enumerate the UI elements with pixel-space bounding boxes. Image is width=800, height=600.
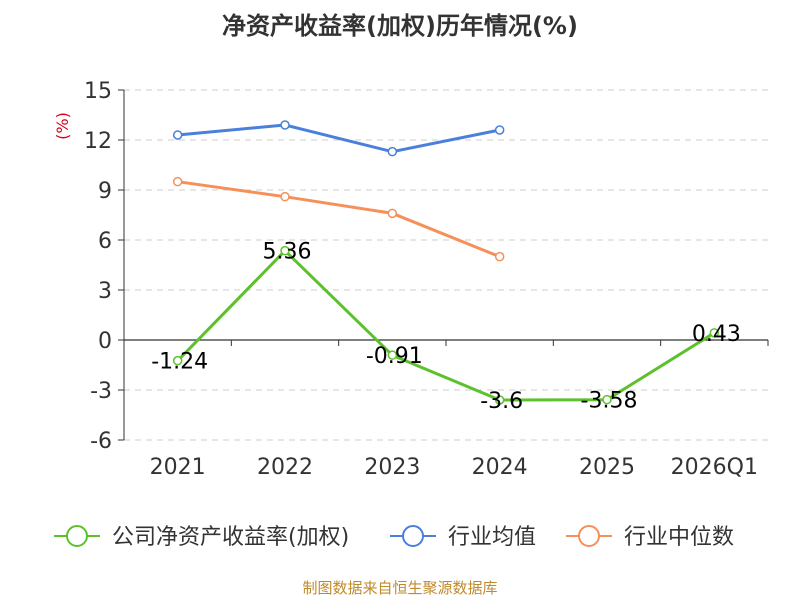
x-tick-label: 2021: [150, 455, 206, 480]
legend: 公司净资产收益率(加权) 行业均值 行业中位数: [54, 525, 734, 550]
series-point-1: [494, 125, 505, 135]
x-tick-label: 2023: [364, 455, 420, 480]
x-tick-label: 2024: [472, 455, 528, 480]
source-note: 制图数据来自恒生聚源数据库: [302, 579, 497, 597]
legend-marker: [66, 525, 88, 547]
data-label: -0.91: [366, 344, 423, 369]
series-point-2: [387, 208, 398, 219]
series-line-2: [177, 180, 501, 259]
series-line-1: [177, 123, 500, 154]
y-tick-label: 12: [84, 129, 112, 154]
series-point-2: [172, 176, 183, 187]
x-tick-label: 2026Q1: [671, 455, 758, 480]
legend-label: 行业中位数: [624, 525, 734, 550]
series-point-1: [280, 120, 290, 130]
legend-marker: [402, 525, 424, 547]
legend-label: 公司净资产收益率(加权): [112, 525, 349, 550]
series-point-2: [494, 251, 505, 262]
series: [172, 120, 720, 405]
data-label: 0.43: [692, 322, 741, 347]
y-tick-label: 3: [98, 279, 112, 304]
data-label: -3.6: [480, 389, 523, 414]
series-point-1: [387, 146, 398, 157]
legend-marker: [578, 525, 600, 547]
series-point-0: [709, 328, 720, 338]
y-tick-label: 15: [84, 79, 112, 104]
grid: [124, 89, 768, 441]
series-point-0: [387, 350, 398, 360]
legend-label: 行业均值: [448, 525, 536, 550]
series-point-0: [280, 245, 290, 256]
y-tick-label: -3: [90, 379, 112, 404]
series-point-0: [494, 395, 505, 405]
x-tick-label: 2025: [579, 455, 635, 480]
axes: 15 12 9 6 3 0 -3 -6 2021 2022 2023 2024 2025 2026Q1: [84, 79, 769, 480]
y-tick-label: 0: [98, 329, 112, 354]
y-axis-label: (%): [53, 112, 72, 140]
y-tick-label: 6: [98, 229, 112, 254]
chart-title: 净资产收益率(加权)历年情况(%): [222, 12, 578, 40]
series-point-1: [172, 130, 183, 140]
series-point-2: [280, 191, 290, 202]
data-label: 5.36: [263, 240, 312, 265]
series-point-0: [172, 355, 183, 366]
data-label: -1.24: [151, 350, 208, 375]
data-label: -3.58: [581, 389, 638, 414]
series-point-0: [602, 394, 612, 405]
series-line-0: [176, 249, 716, 402]
x-tick-label: 2022: [257, 455, 313, 480]
y-tick-label: -6: [90, 429, 112, 454]
y-tick-label: 9: [98, 179, 112, 204]
data-labels: -1.24 5.36 -0.91 -3.6 -3.58 0.43: [151, 240, 741, 414]
